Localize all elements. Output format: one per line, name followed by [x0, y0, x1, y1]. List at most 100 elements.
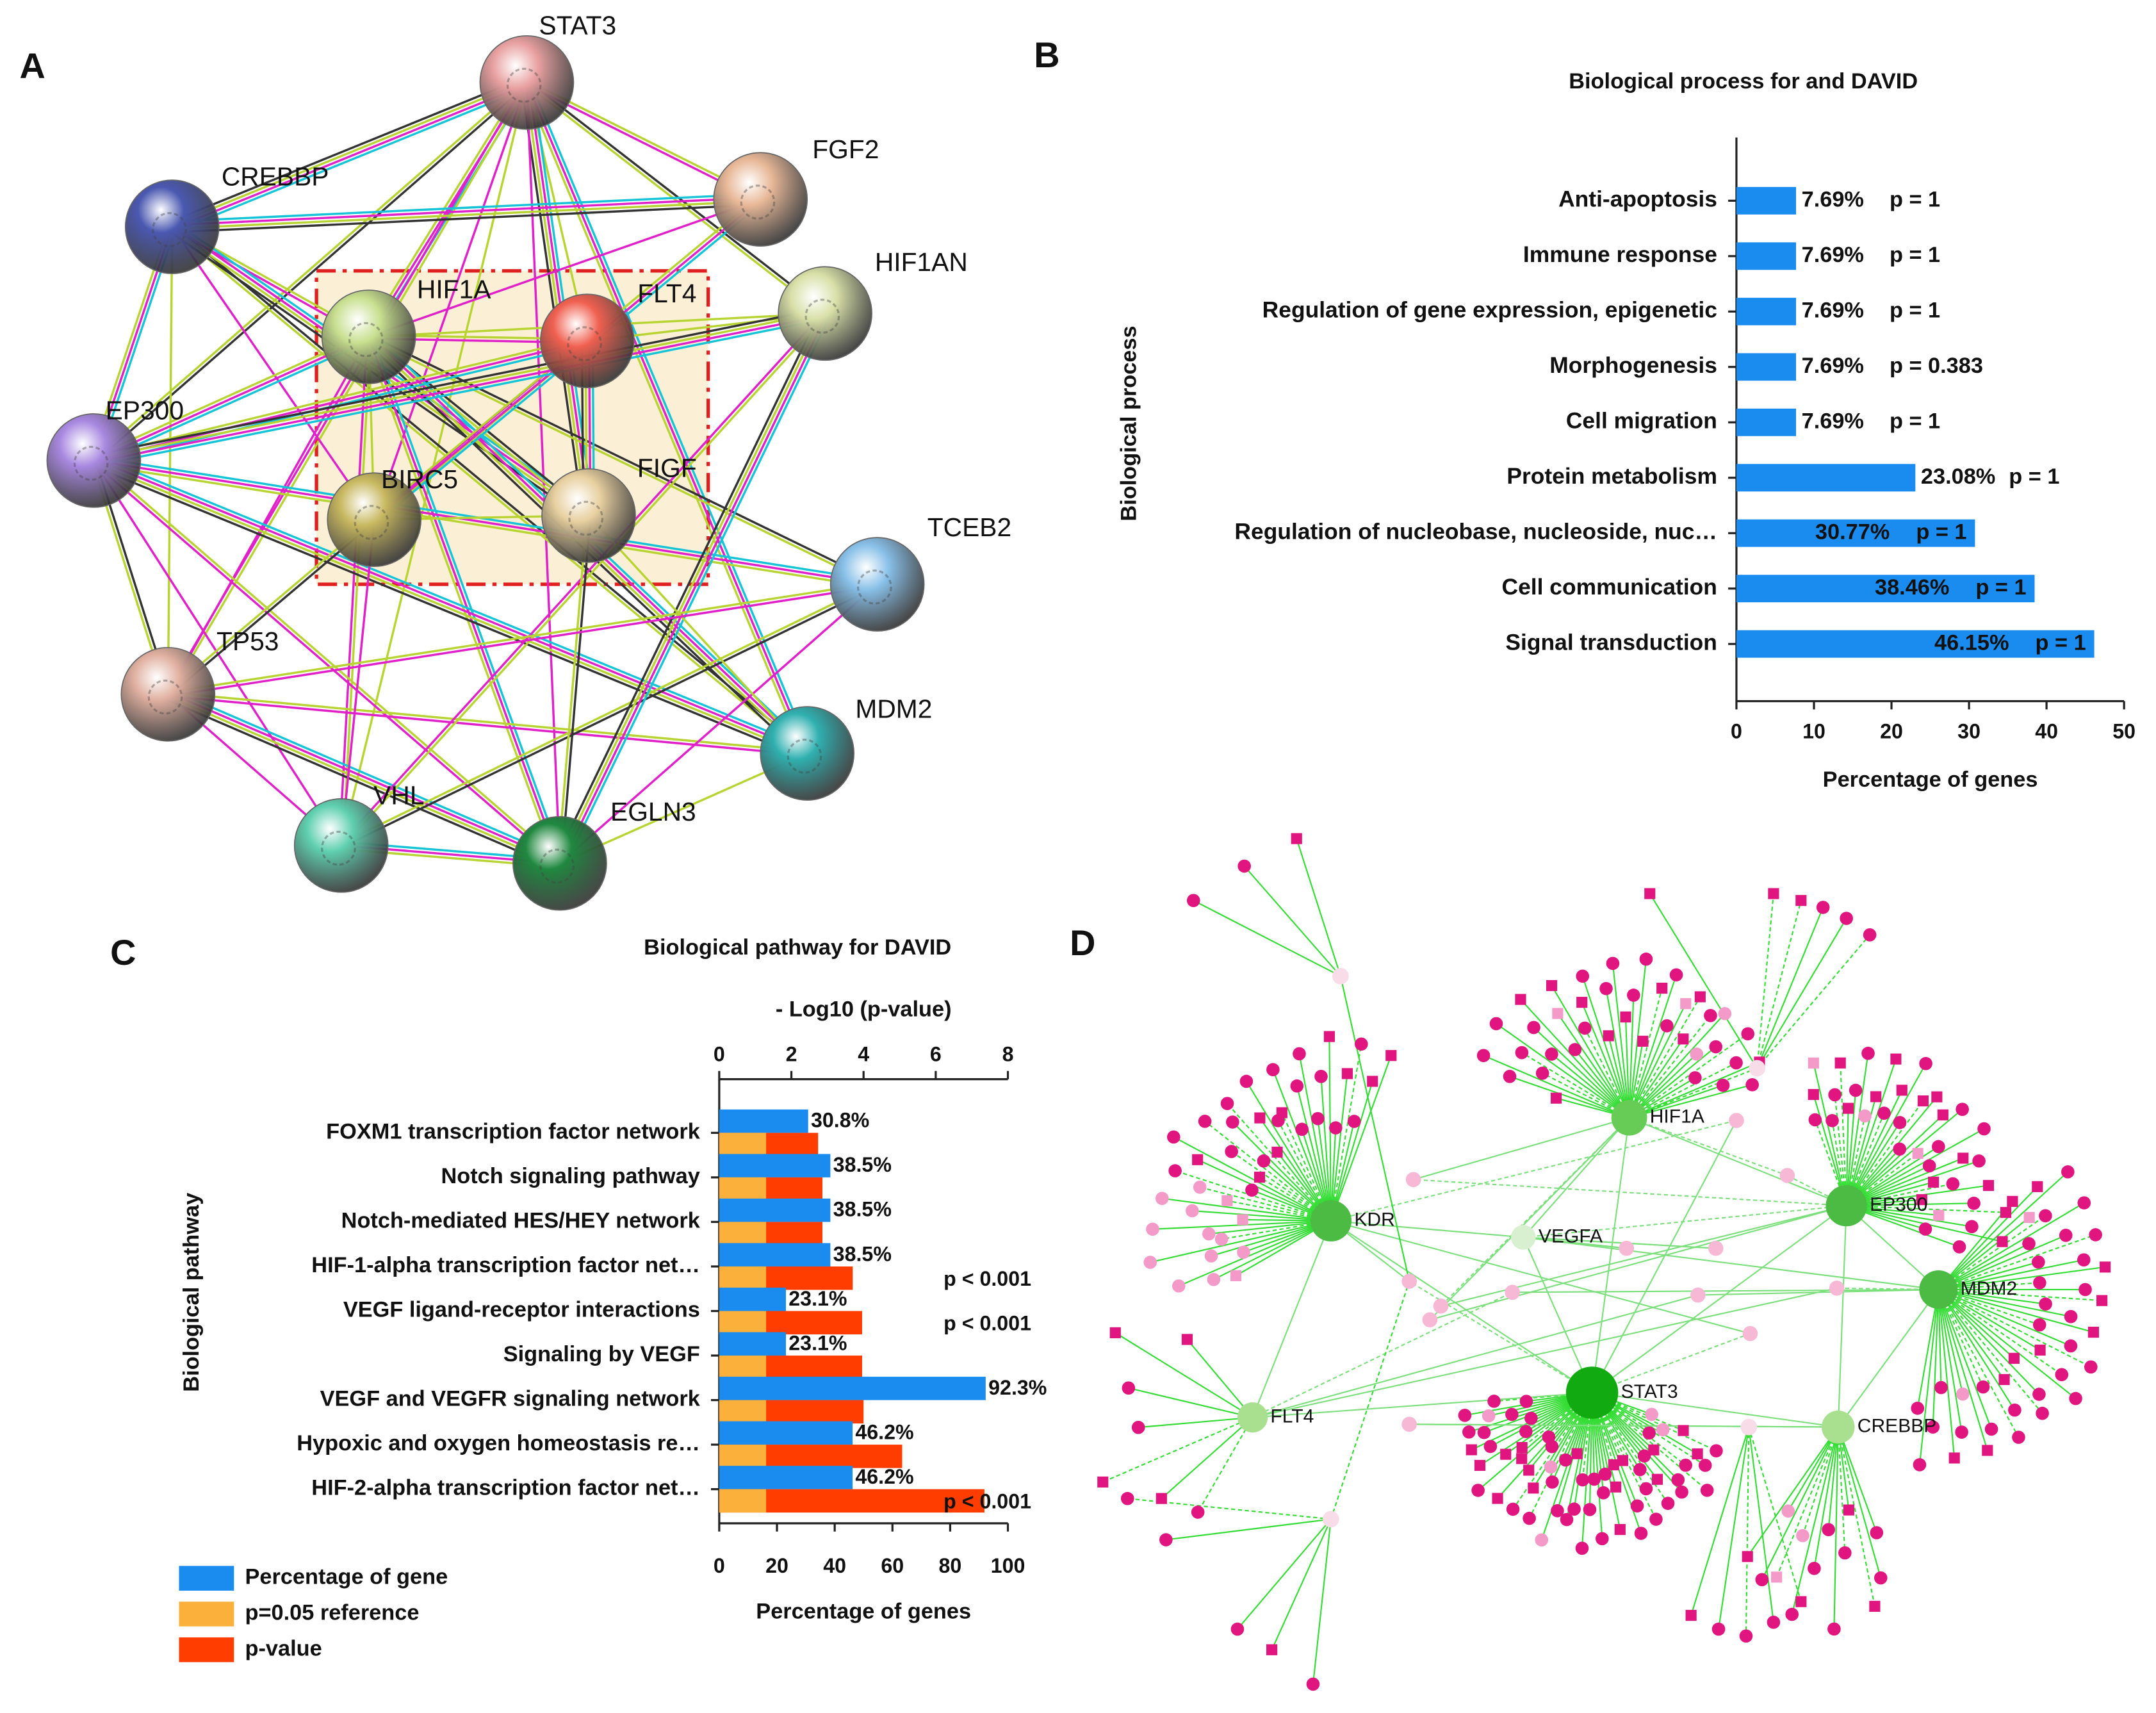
leaf-node [1202, 1227, 1216, 1241]
edge [172, 83, 528, 230]
value-label: 92.3% [988, 1376, 1047, 1399]
edge [1938, 1289, 2062, 1375]
edge [1761, 1427, 1839, 1580]
edge [1837, 1427, 1846, 1553]
leaf-node [1226, 1115, 1239, 1129]
hub-label: HIF1A [1650, 1106, 1704, 1127]
hub-node [1565, 1366, 1619, 1419]
leaf-node [1869, 1600, 1881, 1612]
edge [1628, 1046, 1717, 1119]
leaf-node [1306, 1677, 1320, 1691]
leaf-node [1542, 1430, 1556, 1444]
leaf-node [1630, 1499, 1644, 1513]
leaf-node [1896, 1085, 1907, 1096]
connector-node [1401, 1274, 1417, 1289]
edge [1533, 1027, 1630, 1119]
y-tick-label: HIF-1-alpha transcription factor net… [311, 1253, 700, 1277]
leaf-node [2032, 1255, 2045, 1269]
leaf-node [1230, 1622, 1245, 1636]
y-tick-label: Morphogenesis [1549, 352, 1717, 378]
connector-node [1422, 1312, 1438, 1328]
edge [1846, 1205, 1972, 1227]
y-tick-label: Notch-mediated HES/HEY network [341, 1208, 701, 1233]
protein-node [713, 152, 808, 247]
edge [563, 315, 831, 867]
leaf-node [1571, 1448, 1583, 1459]
leaf-node [1527, 1020, 1540, 1035]
leaf-node [2077, 1253, 2091, 1266]
leaf-node [1567, 1502, 1581, 1516]
leaf-node [1254, 1112, 1266, 1124]
edge [1837, 1427, 1877, 1533]
leaf-node [1523, 1464, 1535, 1476]
leaf-node [1476, 1049, 1490, 1063]
x2-tick-label: 6 [930, 1043, 942, 1066]
edge [1591, 1205, 1847, 1393]
leaf-node [1290, 1079, 1304, 1093]
edge [527, 82, 592, 516]
edge [1413, 1179, 1847, 1207]
leaf-node [1982, 1179, 1995, 1192]
edge [1629, 1067, 1758, 1119]
leaf-node [1466, 1444, 1477, 1455]
edge [1521, 1052, 1630, 1119]
leaf-node [1596, 1532, 1609, 1546]
leaf-node [2032, 1388, 2046, 1401]
edge [1745, 1427, 1750, 1636]
leaf-node [1328, 1121, 1343, 1135]
bar [719, 1109, 808, 1133]
p-label: p = 1 [1890, 187, 1940, 211]
leaf-node [1193, 1180, 1207, 1194]
edge [1628, 988, 1663, 1119]
p-label: p = 0.383 [1890, 354, 1983, 378]
leaf-node [1998, 1373, 2010, 1386]
leaf-node [1648, 1444, 1660, 1455]
bar [719, 1377, 986, 1400]
leaf-node [1230, 1270, 1242, 1281]
edge [1237, 1518, 1332, 1630]
leaf-node [1516, 1441, 1528, 1454]
edge [1102, 1416, 1253, 1483]
leaf-node [1558, 1453, 1572, 1467]
leaf-node [1827, 1622, 1841, 1636]
leaf-node [1700, 1484, 1714, 1497]
chart-title: Biological pathway for DAVID [644, 935, 951, 960]
value-label: 46.15% [1934, 630, 2009, 655]
bar [719, 1311, 767, 1334]
leaf-node [1552, 1008, 1564, 1019]
edge [1845, 1090, 1903, 1206]
leaf-node [2033, 1276, 2046, 1290]
edge [520, 83, 585, 517]
protein-node [479, 35, 575, 130]
edge [171, 226, 375, 521]
value-label: 7.69% [1802, 354, 1864, 378]
edge [1591, 1392, 1615, 1465]
edge [94, 458, 562, 863]
leaf-node [2000, 1207, 2012, 1218]
bar [719, 1288, 786, 1311]
leaf-node [1661, 1496, 1675, 1511]
leaf-node [1515, 1045, 1529, 1060]
edge [171, 79, 527, 227]
bar [719, 1177, 767, 1201]
leaf-node [1546, 979, 1558, 992]
edge [1802, 1427, 1839, 1536]
leaf-node [1796, 1529, 1809, 1543]
protein-node [46, 413, 142, 508]
x2-tick-label: 4 [858, 1043, 869, 1066]
leaf-node [1254, 1171, 1266, 1183]
bar [719, 1133, 767, 1156]
bar [1736, 242, 1797, 270]
leaf-node [2008, 1403, 2021, 1417]
connector-node [1323, 1511, 1339, 1528]
leaf-node [1656, 982, 1668, 994]
leaf-node [1225, 1145, 1238, 1158]
edge [1938, 1289, 2043, 1414]
leaf-node [1679, 1458, 1692, 1472]
leaf-node [1221, 1195, 1233, 1206]
edge [92, 332, 368, 459]
leaf-node [1191, 1505, 1205, 1519]
edge [1339, 976, 1410, 1282]
edge [1252, 1287, 1837, 1418]
edge [1162, 1197, 1332, 1222]
